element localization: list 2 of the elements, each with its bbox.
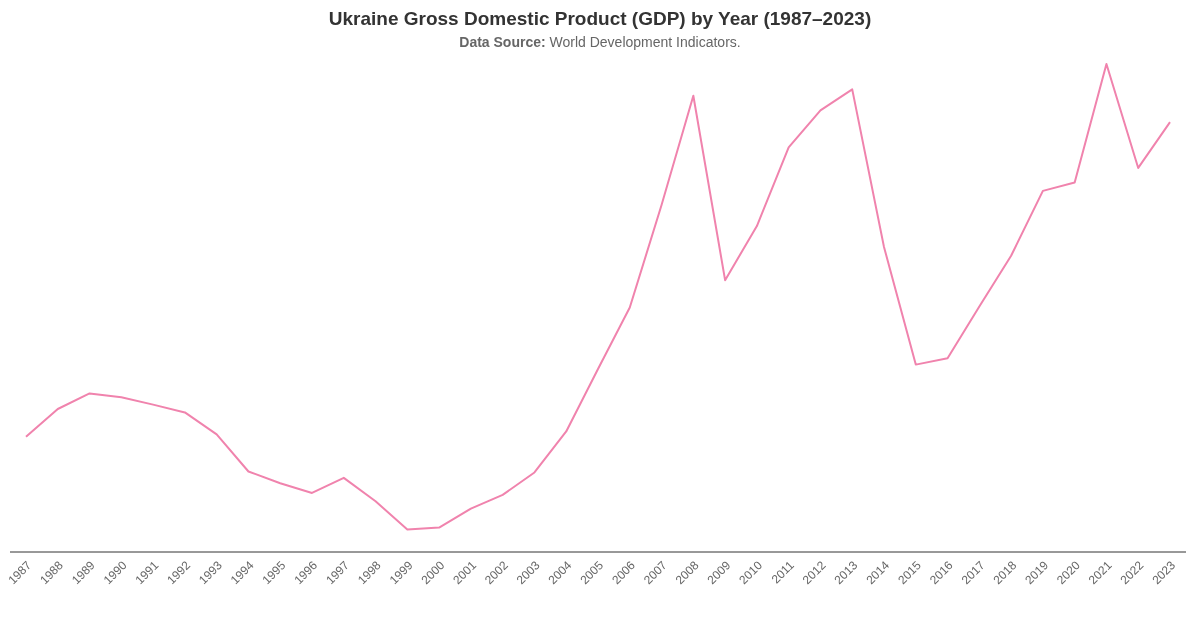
chart-subtitle: Data Source: World Development Indicators. xyxy=(458,34,742,52)
chart-title: Ukraine Gross Domestic Product (GDP) by Year (1987–2023) xyxy=(327,8,873,31)
